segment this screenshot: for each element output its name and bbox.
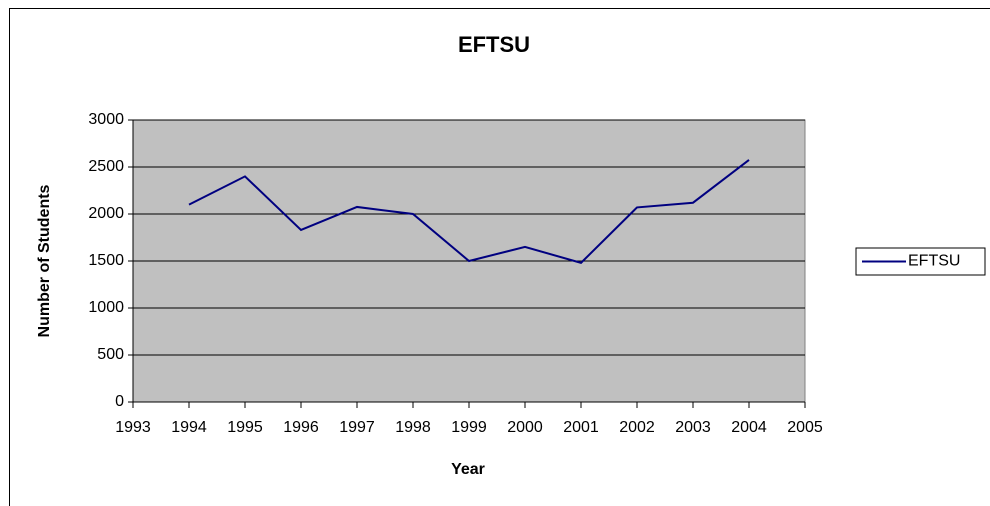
legend-label: EFTSU (908, 253, 960, 270)
y-tick-label: 500 (97, 346, 124, 363)
x-tick-label: 2000 (507, 419, 543, 436)
data-line (188, 159, 750, 265)
x-tick-label: 1994 (171, 419, 207, 436)
x-axis-title: Year (451, 461, 485, 478)
x-tick-label: 2001 (563, 419, 599, 436)
chart-title: EFTSU (458, 32, 530, 57)
x-tick-label: 2005 (787, 419, 823, 436)
x-tick-label: 1993 (115, 419, 151, 436)
x-tick-label: 2002 (619, 419, 655, 436)
x-tick-label: 1999 (451, 419, 487, 436)
x-tick-label: 2004 (731, 419, 767, 436)
x-tick-label: 1995 (227, 419, 263, 436)
x-tick-label: 2003 (675, 419, 711, 436)
y-tick-label: 1500 (88, 252, 124, 269)
y-tick-label: 3000 (88, 111, 124, 128)
x-tick-label: 1997 (339, 419, 375, 436)
x-tick-label: 1996 (283, 419, 319, 436)
y-tick-label: 0 (115, 393, 124, 410)
y-tick-label: 2500 (88, 158, 124, 175)
y-tick-label: 2000 (88, 205, 124, 222)
y-tick-label: 1000 (88, 299, 124, 316)
y-axis-title: Number of Students (36, 184, 53, 337)
x-tick-label: 1998 (395, 419, 431, 436)
